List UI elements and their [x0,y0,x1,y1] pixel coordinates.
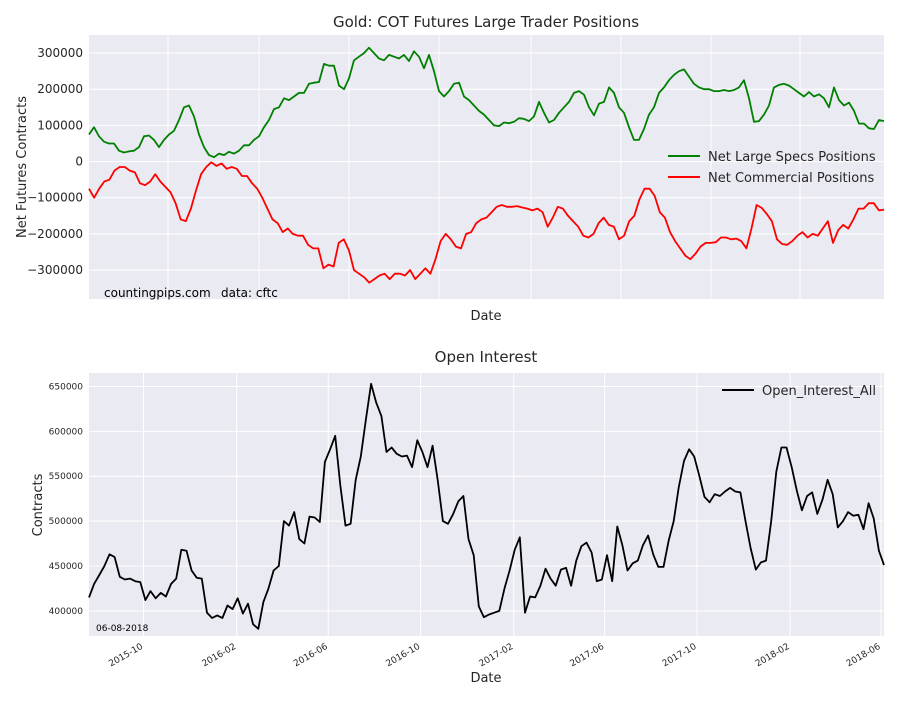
top-y-tick-label: 300000 [37,46,83,60]
bottom-x-tick-label: 2016-06 [292,642,330,670]
bottom-x-tick-label: 2016-10 [385,642,423,670]
legend-label-commercial: Net Commercial Positions [708,171,874,186]
bottom-y-tick-labels: 400000 450000 500000 550000 600000 650000 [49,382,84,616]
top-y-tick-label: −300000 [27,263,83,277]
bottom-x-tick-labels: 2015-10 2016-02 2016-06 2016-10 2017-02 2017-… [107,642,882,670]
series-line-open-interest [88,382,885,630]
bottom-x-tick-label: 2015-10 [107,642,145,670]
bottom-x-tick-label: 2018-02 [754,642,792,669]
date-annotation: 06-08-2018 [96,624,149,634]
top-gridlines [89,35,884,299]
legend-label-open-interest: Open_Interest_All [762,384,876,399]
top-legend: Net Large Specs Positions Net Commercial… [668,150,876,186]
bottom-x-tick-label: 2016-02 [201,642,239,669]
bottom-y-tick-label: 450000 [49,562,84,572]
bottom-gridlines [89,373,884,636]
bottom-x-tick-label: 2017-10 [661,642,699,670]
top-plot-area [89,35,884,299]
bottom-x-axis-label: Date [470,671,501,686]
bottom-series-lines [88,382,885,630]
top-y-axis-label: Net Futures Contracts [15,96,30,238]
bottom-chart: 400000 450000 500000 550000 600000 650000 201… [31,348,885,686]
bottom-x-tick-label: 2017-06 [569,642,607,670]
bottom-y-tick-label: 550000 [49,472,84,482]
top-y-tick-label: 200000 [37,82,83,96]
top-chart-title: Gold: COT Futures Large Trader Positions [333,13,639,31]
bottom-legend: Open_Interest_All [722,384,876,399]
top-y-tick-label: 0 [75,155,83,169]
legend-label-specs: Net Large Specs Positions [708,150,876,165]
data-source-annotation: data: cftc [221,286,278,300]
top-y-tick-label: −200000 [27,227,83,241]
series-line-net-commercial [88,161,885,284]
bottom-y-tick-label: 600000 [49,427,84,437]
top-series-lines [88,46,885,284]
source-annotation: countingpips.com [104,286,211,300]
bottom-y-tick-label: 650000 [49,382,84,392]
top-y-tick-labels: −300000 −200000 −100000 0 100000 200000 300000 [27,46,83,277]
bottom-x-tick-label: 2017-02 [478,642,516,669]
bottom-chart-title: Open Interest [435,348,538,366]
bottom-x-tick-label: 2018-06 [845,642,883,670]
bottom-y-tick-label: 400000 [49,607,84,617]
top-y-tick-label: 100000 [37,118,83,132]
top-x-axis-label: Date [470,309,501,324]
top-chart: −300000 −200000 −100000 0 100000 200000 300000… [15,13,885,324]
bottom-plot-area [89,373,884,636]
bottom-y-axis-label: Contracts [31,473,46,536]
series-line-net-large-specs [88,46,885,159]
bottom-y-tick-label: 500000 [49,517,84,527]
top-y-tick-label: −100000 [27,191,83,205]
